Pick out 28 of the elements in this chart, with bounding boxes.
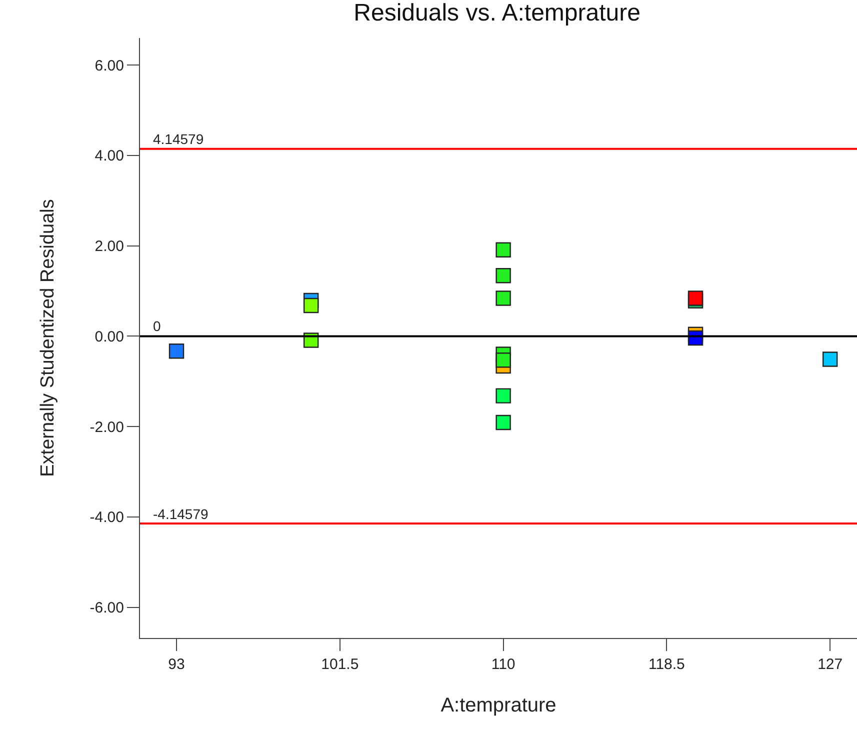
x-tick-label: 110 [491,656,516,673]
y-axis-title: Externally Studentized Residuals [38,199,59,477]
y-tick-label: 2.00 [94,238,124,256]
point [496,414,511,430]
y-tick-label: 0.00 [94,328,124,346]
point [303,298,319,314]
x-axis-title: A:temprature [440,694,556,716]
point [496,388,511,404]
y-tick-label: -2.00 [90,418,124,436]
x-tick-label: 93 [168,656,185,673]
x-tick-label: 101.5 [321,656,359,673]
point [822,352,838,367]
ref-line-label: 0 [153,318,161,334]
point [496,352,511,368]
y-tick-label: 4.00 [94,148,124,165]
point [496,290,511,306]
point [496,242,511,258]
y-tick-label: -4.00 [90,509,124,526]
point [688,290,704,306]
x-tick-label: 127 [818,656,843,673]
point [496,268,511,284]
ref-line-label: -4.14579 [153,506,208,522]
x-tick-label: 118.5 [648,656,685,673]
y-tick-label: -6.00 [90,600,124,617]
chart-title: Residuals vs. A:temprature [354,0,640,26]
point [168,344,184,359]
y-tick-label: 6.00 [94,57,124,74]
ref-line-label: 4.14579 [153,131,204,147]
